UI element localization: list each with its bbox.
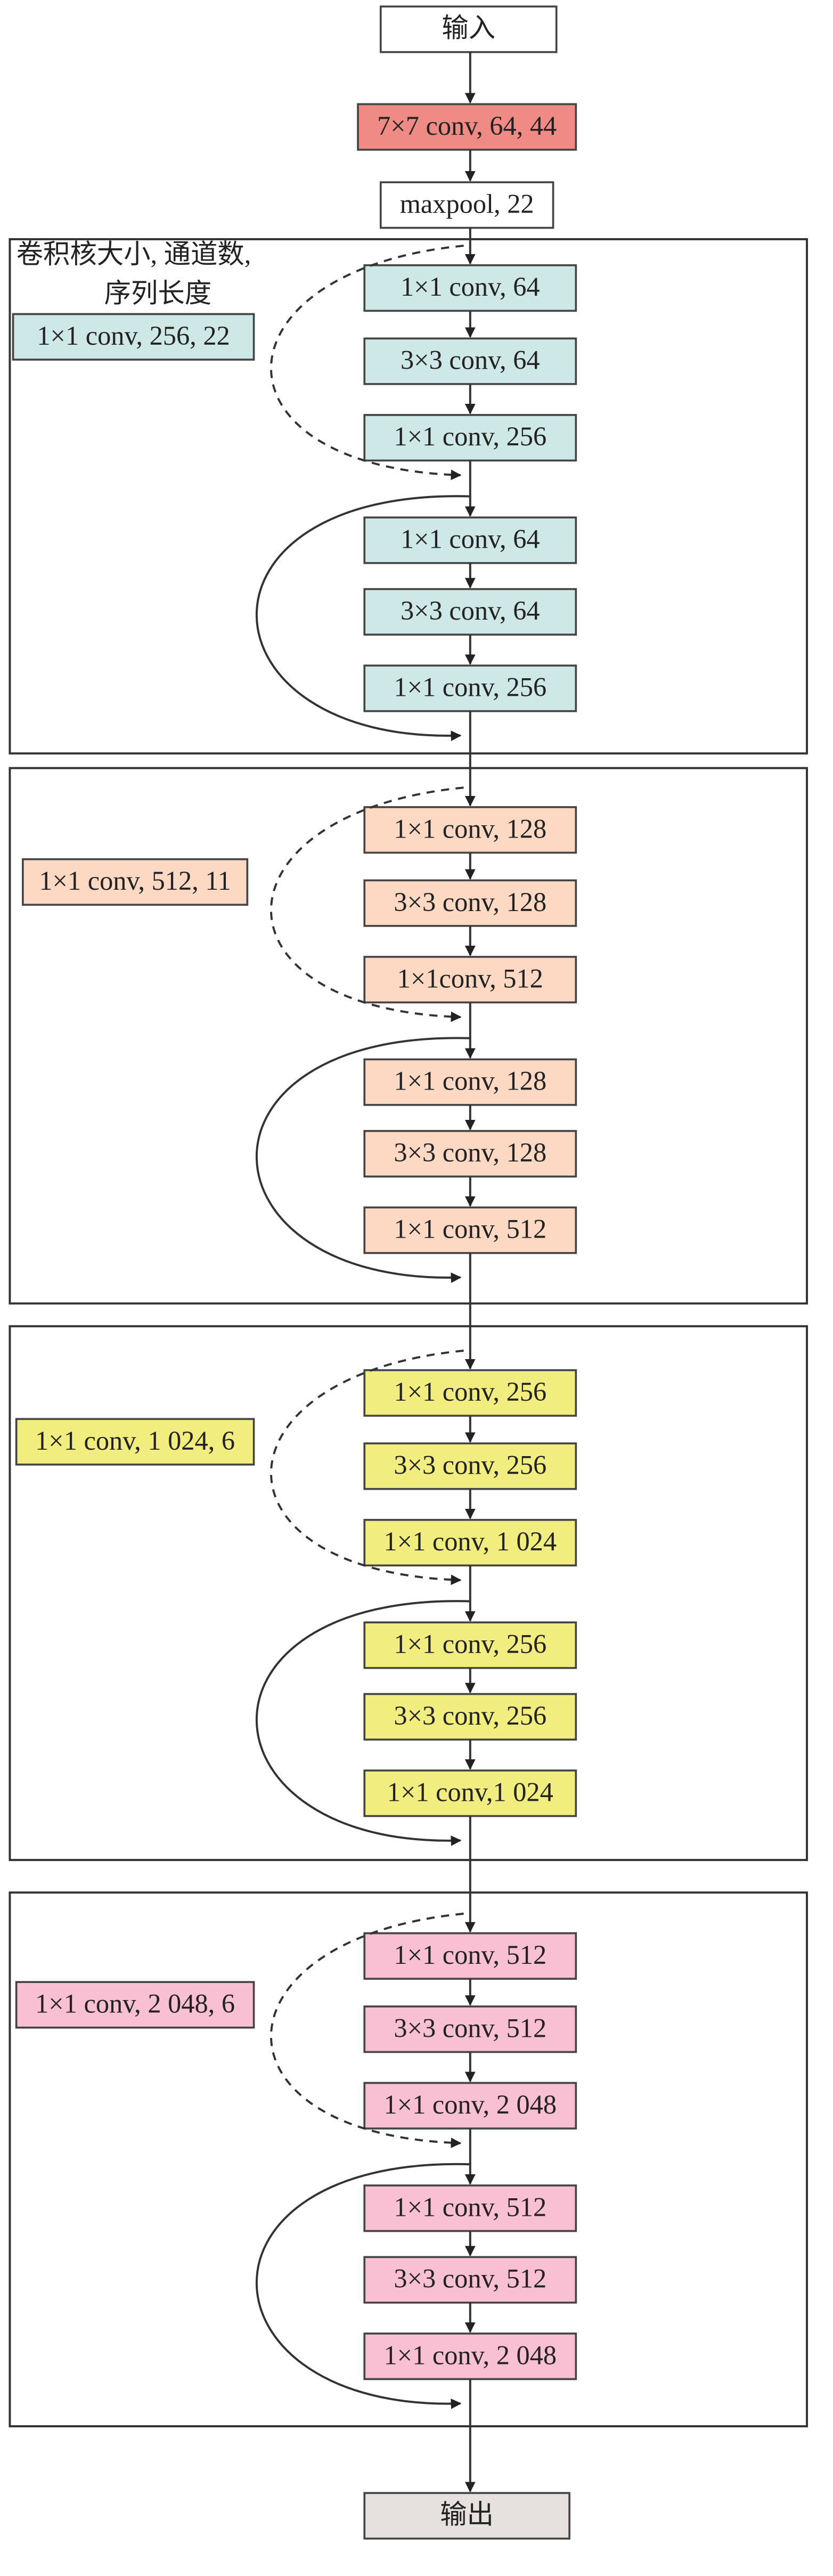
pool-box [379,181,554,229]
block-box-label: 1×1conv, 512 [397,963,543,993]
stage-frame [9,238,808,755]
block-box-label: 1×1 conv, 2 048 [384,2340,557,2370]
block-box-label: 1×1 conv, 64 [401,272,540,302]
block-box [363,2005,577,2053]
block-box-label: 3×3 conv, 512 [394,2264,546,2294]
block-box-label: 1×1 conv, 1 024 [384,1526,557,1556]
block-box-label: 1×1 conv, 256 [394,1377,546,1407]
block-box [363,956,577,1004]
shortcut-projection [270,1912,464,2148]
stage-frame [9,767,808,1305]
block-box [363,1518,577,1567]
stem-box-label: 7×7 conv, 64, 44 [377,111,557,141]
input-box-label: 输入 [442,13,495,43]
shortcut-box [15,1981,255,2029]
block-box [363,588,577,636]
legend-line: 卷积核大小, 通道数, [17,239,251,269]
stem-box [357,103,577,151]
shortcut-identity [255,495,470,742]
block-box-label: 1×1 conv, 256 [394,1629,546,1659]
block-box-label: 3×3 conv, 64 [401,345,540,375]
shortcut-projection [270,1350,464,1586]
shortcut-projection [270,245,464,481]
block-box-label: 1×1 conv, 64 [401,524,540,554]
block-box-label: 1×1 conv, 2 048 [384,2090,557,2119]
shortcut-box [15,1418,255,1466]
shortcut-box-label: 1×1 conv, 2 048, 6 [35,1989,235,2019]
block-box [363,1058,577,1106]
block-box [363,2256,577,2304]
shortcut-box-label: 1×1 conv, 512, 11 [39,866,231,896]
block-box [363,2082,577,2130]
block-box-label: 3×3 conv, 64 [401,596,540,625]
shortcut-box [22,858,249,906]
block-box-label: 3×3 conv, 128 [394,1137,546,1167]
shortcut-identity [255,1600,470,1846]
pool-box-label: maxpool, 22 [400,189,534,218]
shortcut-box-label: 1×1 conv, 1 024, 6 [35,1426,235,1456]
block-box-label: 1×1 conv, 128 [394,1066,546,1096]
legend-line: 序列长度 [104,278,212,308]
block-box [363,806,577,854]
shortcut-box [12,313,255,361]
output-box [363,2492,570,2540]
block-box-label: 1×1 conv, 512 [394,1214,546,1244]
input-box [379,5,558,53]
block-box-label: 1×1 conv, 256 [394,672,546,702]
block-box-label: 1×1 conv, 512 [394,1940,546,1970]
block-box [363,2184,577,2232]
block-box [363,516,577,564]
shortcut-projection [270,786,464,1022]
block-box-label: 3×3 conv, 256 [394,1701,546,1730]
block-box [363,337,577,385]
block-box [363,1621,577,1669]
block-box [363,414,577,462]
block-box [363,1769,577,1817]
shortcut-box-label: 1×1 conv, 256, 22 [37,321,230,351]
block-box [363,1693,577,1741]
block-box [363,1129,577,1178]
stage-frame [9,1325,808,1862]
block-box-label: 1×1 conv, 256 [394,421,546,451]
stage-frame [9,1891,808,2427]
block-box [363,1932,577,1980]
shortcut-identity [255,1037,470,1283]
shortcut-identity [255,2163,470,2409]
block-box-label: 1×1 conv, 128 [394,814,546,843]
block-box-label: 1×1 conv,1 024 [387,1777,553,1807]
output-box-label: 输出 [440,2500,494,2530]
block-box-label: 3×3 conv, 128 [394,887,546,917]
block-box-label: 1×1 conv, 512 [394,2192,546,2222]
block-box-label: 3×3 conv, 256 [394,1450,546,1480]
block-box [363,1206,577,1254]
block-box [363,1442,577,1490]
block-box-label: 3×3 conv, 512 [394,2013,546,2043]
